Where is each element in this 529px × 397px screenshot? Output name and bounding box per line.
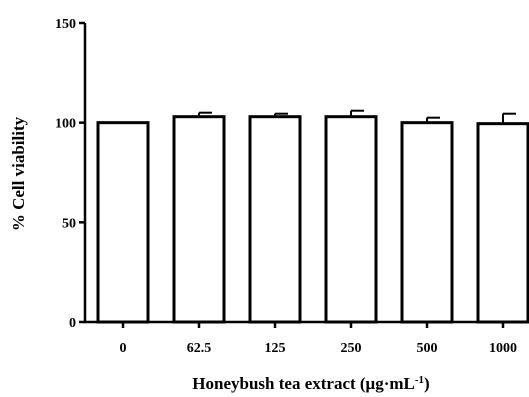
x-tick-label: 1000 — [489, 341, 517, 356]
x-axis-label-main: Honeybush tea extract (μg·mL — [192, 374, 415, 393]
y-tick-label: 150 — [55, 17, 76, 32]
axis-lines — [83, 23, 529, 324]
x-tick-label: 500 — [417, 341, 438, 356]
bars — [96, 109, 529, 324]
x-axis-label-sup: -1 — [415, 374, 424, 386]
y-axis-ticks: 0 50 100 150 — [55, 17, 85, 331]
bar — [172, 115, 226, 324]
bar — [400, 121, 454, 324]
x-axis-label: Honeybush tea extract (μg·mL-1) — [192, 374, 429, 393]
y-axis-label: % Cell viability — [9, 116, 28, 231]
y-tick-label: 0 — [69, 316, 76, 331]
bar — [248, 115, 302, 324]
bar — [476, 122, 529, 324]
x-tick-label: 0 — [120, 341, 127, 356]
x-tick-label: 125 — [265, 341, 286, 356]
x-axis-ticks: 0 62.5 125 250 500 1000 — [120, 322, 517, 356]
bar — [96, 121, 150, 324]
x-tick-label: 250 — [341, 341, 362, 356]
y-tick-label: 100 — [55, 117, 76, 132]
y-tick-label: 50 — [62, 216, 76, 231]
x-tick-label: 62.5 — [187, 341, 212, 356]
bar — [324, 115, 378, 324]
x-axis-label-tail: ) — [424, 374, 430, 393]
